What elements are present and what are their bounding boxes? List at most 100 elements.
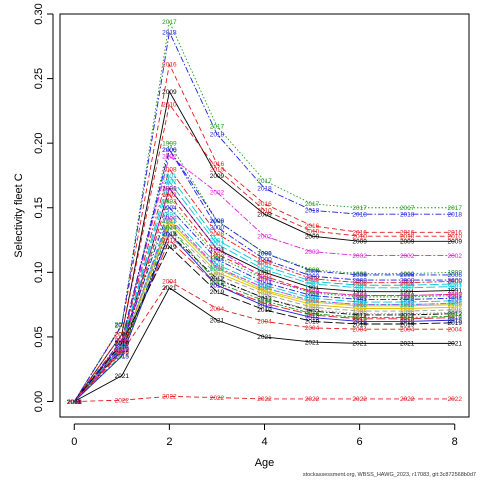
point-label-2008: 2008	[447, 279, 462, 286]
series-line-2006	[73, 148, 455, 402]
point-label-2012: 2012	[162, 231, 177, 238]
point-label-1996: 1996	[447, 301, 462, 308]
source-caption: stockassessment.org, WBSS_HAWG_2023, r17…	[302, 472, 476, 478]
point-label-1995: 1995	[447, 298, 462, 305]
point-label-2004: 2004	[257, 319, 272, 326]
series-line-2004	[73, 280, 455, 402]
point-label-2005: 2005	[400, 311, 415, 318]
point-label-2008: 2008	[162, 166, 177, 173]
point-label-2012: 2012	[210, 276, 225, 283]
point-label-2009: 2009	[162, 89, 177, 96]
point-label-1997: 1997	[162, 221, 177, 228]
point-label-1991: 1991	[162, 186, 177, 193]
point-label-2003: 2003	[305, 299, 320, 306]
point-label-2002: 2002	[305, 249, 320, 256]
point-label-1995: 1995	[305, 295, 320, 302]
point-label-1992: 1992	[67, 399, 82, 406]
point-label-2011: 2011	[115, 346, 129, 353]
point-label-2020: 2020	[115, 346, 130, 353]
point-label-1998: 1998	[257, 292, 272, 299]
point-label-1999: 1999	[162, 140, 177, 147]
series-line-2013	[73, 239, 455, 402]
point-label-2009: 2009	[67, 399, 82, 406]
series-line-2002	[73, 155, 455, 402]
point-label-2021: 2021	[115, 373, 130, 380]
point-label-2005: 2005	[352, 311, 367, 318]
point-label-2000: 2000	[67, 399, 82, 406]
point-label-2009: 2009	[447, 239, 462, 246]
point-label-2007: 2007	[352, 285, 367, 292]
point-label-2004: 2004	[162, 279, 177, 286]
point-label-2011: 2011	[258, 285, 272, 292]
point-label-2018: 2018	[352, 212, 367, 219]
point-label-2013: 2013	[67, 399, 82, 406]
point-label-1995: 1995	[115, 348, 130, 355]
point-label-1993: 1993	[210, 254, 225, 261]
point-label-1998: 1998	[400, 308, 415, 315]
point-label-2013: 2013	[257, 301, 272, 308]
point-label-2001: 2001	[67, 399, 82, 406]
point-label-2014: 2014	[352, 315, 367, 322]
point-label-1998: 1998	[352, 308, 367, 315]
point-label-2004: 2004	[352, 326, 367, 333]
point-label-1999: 1999	[210, 218, 225, 225]
point-label-1993: 1993	[67, 399, 82, 406]
point-label-2022: 2022	[352, 396, 367, 403]
point-label-1998: 1998	[162, 224, 177, 231]
point-label-2003: 2003	[257, 288, 272, 295]
point-label-2012: 2012	[305, 308, 320, 315]
point-label-2005: 2005	[67, 399, 82, 406]
point-label-2007: 2007	[305, 281, 320, 288]
point-label-2022: 2022	[400, 396, 415, 403]
point-label-1992: 1992	[305, 289, 320, 296]
point-label-1993: 1993	[352, 294, 367, 301]
series-line-2020	[73, 187, 455, 402]
point-label-1997: 1997	[115, 347, 130, 354]
point-label-2015: 2015	[67, 399, 82, 406]
point-label-2012: 2012	[400, 312, 415, 319]
point-label-1997: 1997	[352, 306, 367, 313]
point-label-2000: 2000	[447, 277, 462, 284]
y-tick-label: 0.30	[33, 3, 45, 24]
point-label-2017: 2017	[257, 178, 272, 185]
point-label-2004: 2004	[115, 350, 130, 357]
point-label-1996: 1996	[115, 346, 130, 353]
point-label-2018: 2018	[447, 212, 462, 219]
point-label-1998: 1998	[447, 307, 462, 314]
point-label-2014: 2014	[257, 298, 272, 305]
y-axis-title: Selectivity fleet C	[13, 173, 25, 257]
point-label-2004: 2004	[447, 326, 462, 333]
point-label-2022: 2022	[162, 394, 177, 401]
point-label-1996: 1996	[162, 215, 177, 222]
x-tick-label: 4	[261, 436, 267, 448]
point-label-2016: 2016	[257, 201, 272, 208]
point-label-2005: 2005	[162, 233, 177, 240]
point-label-1996: 1996	[400, 302, 415, 309]
point-label-2013: 2013	[400, 316, 415, 323]
point-label-1999: 1999	[447, 270, 462, 277]
point-label-1991: 1991	[257, 270, 272, 277]
point-label-2018: 2018	[210, 131, 225, 138]
point-label-2009: 2009	[305, 233, 320, 240]
point-label-2010: 2010	[67, 399, 82, 406]
point-label-2018: 2018	[162, 29, 177, 36]
series-line-2001	[73, 174, 455, 402]
point-label-2013: 2013	[162, 237, 177, 244]
point-label-2018: 2018	[67, 399, 82, 406]
series-line-2016	[73, 62, 455, 402]
point-label-1999: 1999	[352, 271, 367, 278]
point-label-2014: 2014	[162, 224, 177, 231]
point-label-1998: 1998	[115, 345, 130, 352]
point-label-2010: 2010	[305, 228, 320, 235]
point-label-2010: 2010	[210, 166, 225, 173]
y-tick-label: 0.15	[33, 197, 45, 218]
point-label-1997: 1997	[400, 306, 415, 313]
point-label-1996: 1996	[352, 302, 367, 309]
point-label-1995: 1995	[400, 299, 415, 306]
point-label-2008: 2008	[115, 338, 130, 345]
point-label-2017: 2017	[162, 19, 177, 26]
point-label-2006: 2006	[210, 218, 225, 225]
point-label-2007: 2007	[67, 399, 82, 406]
point-label-2002: 2002	[257, 233, 272, 240]
